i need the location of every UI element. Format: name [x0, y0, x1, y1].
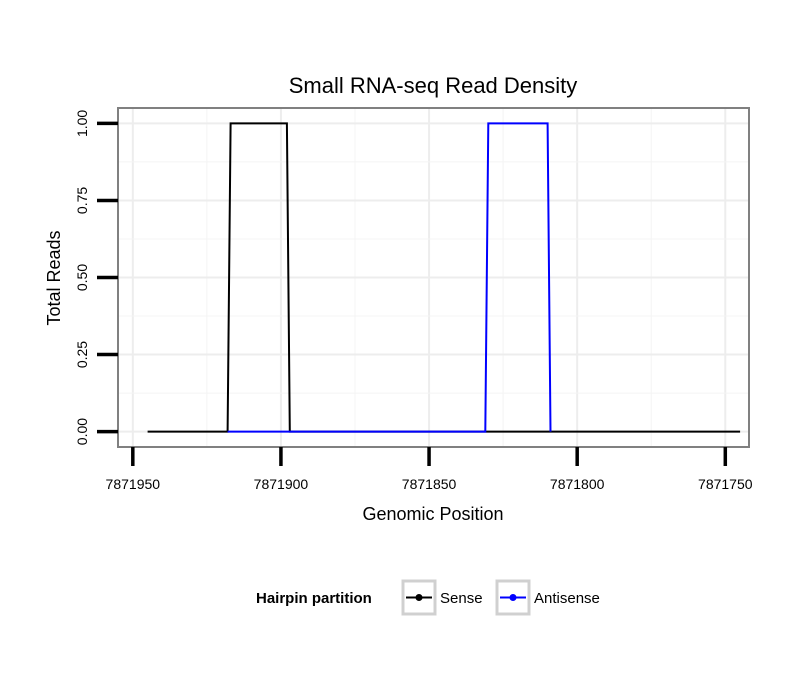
y-tick-label: 0.00 [74, 418, 90, 445]
legend-key-point [415, 594, 423, 601]
legend-label: Sense [440, 590, 483, 607]
x-tick-label: 7871900 [254, 476, 309, 492]
series-lines [147, 122, 741, 433]
chart-title: Small RNA-seq Read Density [289, 73, 578, 98]
legend-item-antisense: Antisense [495, 579, 600, 616]
y-tick-label: 0.75 [74, 187, 90, 214]
x-tick-label: 7871850 [402, 476, 457, 492]
legend-label: Antisense [534, 590, 600, 607]
legend-item-sense: Sense [401, 579, 483, 616]
y-tick-label: 1.00 [74, 110, 90, 137]
x-tick-label: 7871950 [106, 476, 161, 492]
grid [118, 108, 749, 447]
legend: Hairpin partition Sense Antisense [256, 579, 600, 616]
y-tick-label: 0.50 [74, 264, 90, 291]
legend-title: Hairpin partition [256, 590, 372, 607]
y-axis: 0.00 0.25 0.50 0.75 1.00 [74, 110, 118, 445]
x-axis-title: Genomic Position [362, 504, 503, 524]
y-axis-title: Total Reads [44, 230, 64, 325]
x-tick-label: 7871750 [698, 476, 753, 492]
x-axis: 7871950 7871900 7871850 7871800 7871750 [106, 447, 753, 492]
series-line-antisense [227, 122, 552, 433]
legend-key-point [509, 594, 517, 601]
y-tick-label: 0.25 [74, 341, 90, 368]
x-tick-label: 7871800 [550, 476, 605, 492]
